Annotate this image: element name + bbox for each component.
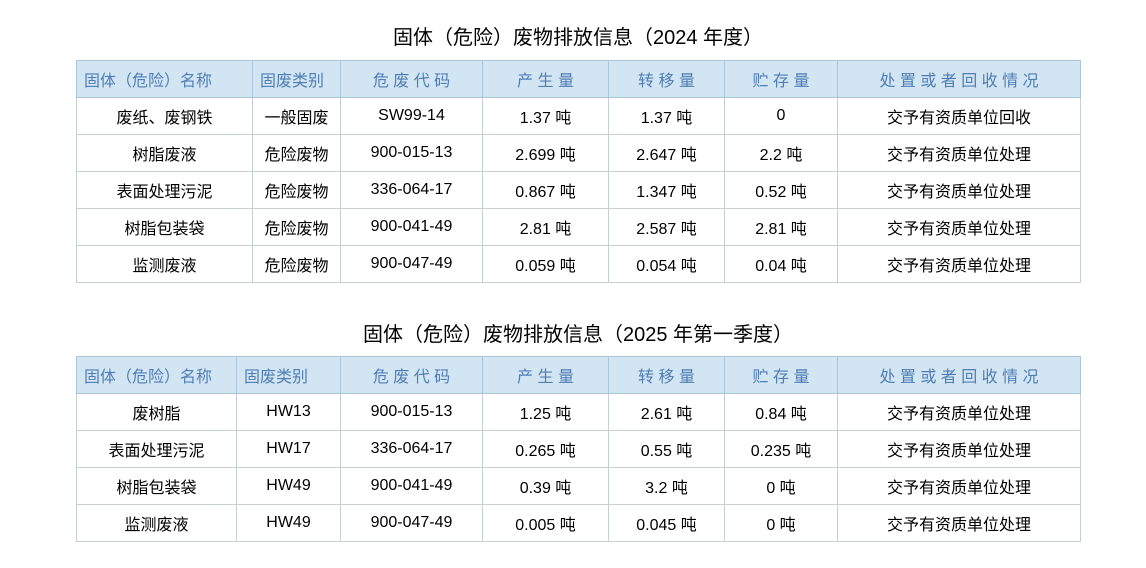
column-header: 处 置 或 者 回 收 情 况 <box>837 60 1081 98</box>
table-cell: 2.2 吨 <box>724 134 838 172</box>
table-cell: 交予有资质单位处理 <box>837 393 1081 431</box>
table-cell: 危险废物 <box>252 134 341 172</box>
table-cell: HW49 <box>236 467 341 505</box>
table-cell: 树脂废液 <box>76 134 253 172</box>
table-cell: HW13 <box>236 393 341 431</box>
table-cell: 0.84 吨 <box>724 393 838 431</box>
table-cell: 900-041-49 <box>340 208 483 246</box>
table-cell: 表面处理污泥 <box>76 171 253 209</box>
column-header: 处 置 或 者 回 收 情 况 <box>837 356 1081 394</box>
table-cell: 监测废液 <box>76 504 237 542</box>
table-cell: 树脂包装袋 <box>76 208 253 246</box>
table-cell: 危险废物 <box>252 208 341 246</box>
table-row: 树脂包装袋 危险废物 900-041-49 2.81 吨 2.587 吨 2.81 吨交予… <box>76 208 1081 246</box>
table-cell: 0.52 吨 <box>724 171 838 209</box>
header-row: 固体（危险）名称 固废类别危 废 代 码产 生 量转 移 量贮 存 量处 置 或 … <box>76 356 1081 394</box>
table-cell: 0 吨 <box>724 467 838 505</box>
table-cell: 1.25 吨 <box>482 393 609 431</box>
column-header: 贮 存 量 <box>724 60 838 98</box>
table-cell: 危险废物 <box>252 171 341 209</box>
column-header: 贮 存 量 <box>724 356 838 394</box>
column-header: 固体（危险）名称 <box>76 60 253 98</box>
column-header: 转 移 量 <box>608 60 725 98</box>
table-cell: 交予有资质单位处理 <box>837 430 1081 468</box>
column-header: 固体（危险）名称 <box>76 356 237 394</box>
table-row: 树脂废液 危险废物 900-015-13 2.699 吨 2.647 吨 2.2 吨交予有… <box>76 134 1081 172</box>
table-cell: 0 吨 <box>724 504 838 542</box>
table-cell: 交予有资质单位回收 <box>837 97 1081 135</box>
table-cell: 0.235 吨 <box>724 430 838 468</box>
header-row: 固体（危险）名称 固废类别危 废 代 码产 生 量转 移 量贮 存 量处 置 或 … <box>76 60 1081 98</box>
table-cell: 900-015-13 <box>340 134 483 172</box>
table-cell: 2.81 吨 <box>482 208 609 246</box>
table-body: 废纸、废钢铁 一般固废 SW99-14 1.37 吨 1.37 吨 0 交予有资质单位回收树… <box>76 97 1081 283</box>
table-cell: 336-064-17 <box>340 430 483 468</box>
table-cell: 900-015-13 <box>340 393 483 431</box>
table-cell: 3.2 吨 <box>608 467 725 505</box>
table-cell: HW17 <box>236 430 341 468</box>
table-cell: 0.55 吨 <box>608 430 725 468</box>
table-cell: 2.61 吨 <box>608 393 725 431</box>
table-row: 表面处理污泥 危险废物 336-064-17 0.867 吨 1.347 吨 0.52 吨… <box>76 171 1081 209</box>
table-cell: 0.265 吨 <box>482 430 609 468</box>
table-cell: 危险废物 <box>252 245 341 283</box>
table-cell: SW99-14 <box>340 97 483 135</box>
table-row: 监测废液 危险废物 900-047-49 0.059 吨 0.054 吨 0.04 吨交予… <box>76 245 1081 283</box>
table-cell: 0.005 吨 <box>482 504 609 542</box>
column-header: 固废类别 <box>252 60 341 98</box>
table-cell: HW49 <box>236 504 341 542</box>
column-header: 危 废 代 码 <box>340 60 483 98</box>
table-cell: 900-041-49 <box>340 467 483 505</box>
table-cell: 交予有资质单位处理 <box>837 171 1081 209</box>
table-cell: 表面处理污泥 <box>76 430 237 468</box>
table-cell: 交予有资质单位处理 <box>837 208 1081 246</box>
table-cell: 900-047-49 <box>340 245 483 283</box>
table-cell: 交予有资质单位处理 <box>837 134 1081 172</box>
table-body: 废树脂 HW13 900-015-13 1.25 吨 2.61 吨 0.84 吨交予有资质… <box>76 393 1081 542</box>
column-header: 产 生 量 <box>482 356 609 394</box>
table-cell: 0.059 吨 <box>482 245 609 283</box>
table-cell: 0.054 吨 <box>608 245 725 283</box>
table-cell: 2.81 吨 <box>724 208 838 246</box>
table-cell: 900-047-49 <box>340 504 483 542</box>
table-cell: 交予有资质单位处理 <box>837 245 1081 283</box>
column-header: 转 移 量 <box>608 356 725 394</box>
waste-table-2025-q1: 固体（危险）名称 固废类别危 废 代 码产 生 量转 移 量贮 存 量处 置 或 … <box>76 356 1081 542</box>
column-header: 危 废 代 码 <box>340 356 483 394</box>
content-sheet: 固体（危险）废物排放信息（2024 年度） 固体（危险）名称 固废类别危 废 代 … <box>76 24 1081 542</box>
table-cell: 1.37 吨 <box>608 97 725 135</box>
waste-table-2024: 固体（危险）名称 固废类别危 废 代 码产 生 量转 移 量贮 存 量处 置 或 … <box>76 60 1081 283</box>
table-cell: 336-064-17 <box>340 171 483 209</box>
table-cell: 0.04 吨 <box>724 245 838 283</box>
table-cell: 0.39 吨 <box>482 467 609 505</box>
table-cell: 树脂包装袋 <box>76 467 237 505</box>
table-cell: 2.587 吨 <box>608 208 725 246</box>
table-cell: 交予有资质单位处理 <box>837 467 1081 505</box>
table-cell: 2.647 吨 <box>608 134 725 172</box>
table-row: 表面处理污泥 HW17 336-064-17 0.265 吨 0.55 吨 0.235 吨… <box>76 430 1081 468</box>
column-header: 产 生 量 <box>482 60 609 98</box>
table-title-2025-q1: 固体（危险）废物排放信息（2025 年第一季度） <box>362 324 794 346</box>
table-cell: 2.699 吨 <box>482 134 609 172</box>
table-cell: 0 <box>724 97 838 135</box>
table-cell: 0.867 吨 <box>482 171 609 209</box>
table-cell: 废树脂 <box>76 393 237 431</box>
table-cell: 监测废液 <box>76 245 253 283</box>
table-cell: 1.347 吨 <box>608 171 725 209</box>
table-cell: 0.045 吨 <box>608 504 725 542</box>
table-cell: 一般固废 <box>252 97 341 135</box>
table-cell: 废纸、废钢铁 <box>76 97 253 135</box>
table-row: 废树脂 HW13 900-015-13 1.25 吨 2.61 吨 0.84 吨交予有资质… <box>76 393 1081 431</box>
table-row: 废纸、废钢铁 一般固废 SW99-14 1.37 吨 1.37 吨 0 交予有资质单位回收 <box>76 97 1081 135</box>
column-header: 固废类别 <box>236 356 341 394</box>
table-cell: 1.37 吨 <box>482 97 609 135</box>
table-title-2024: 固体（危险）废物排放信息（2024 年度） <box>392 27 764 49</box>
table-cell: 交予有资质单位处理 <box>837 504 1081 542</box>
